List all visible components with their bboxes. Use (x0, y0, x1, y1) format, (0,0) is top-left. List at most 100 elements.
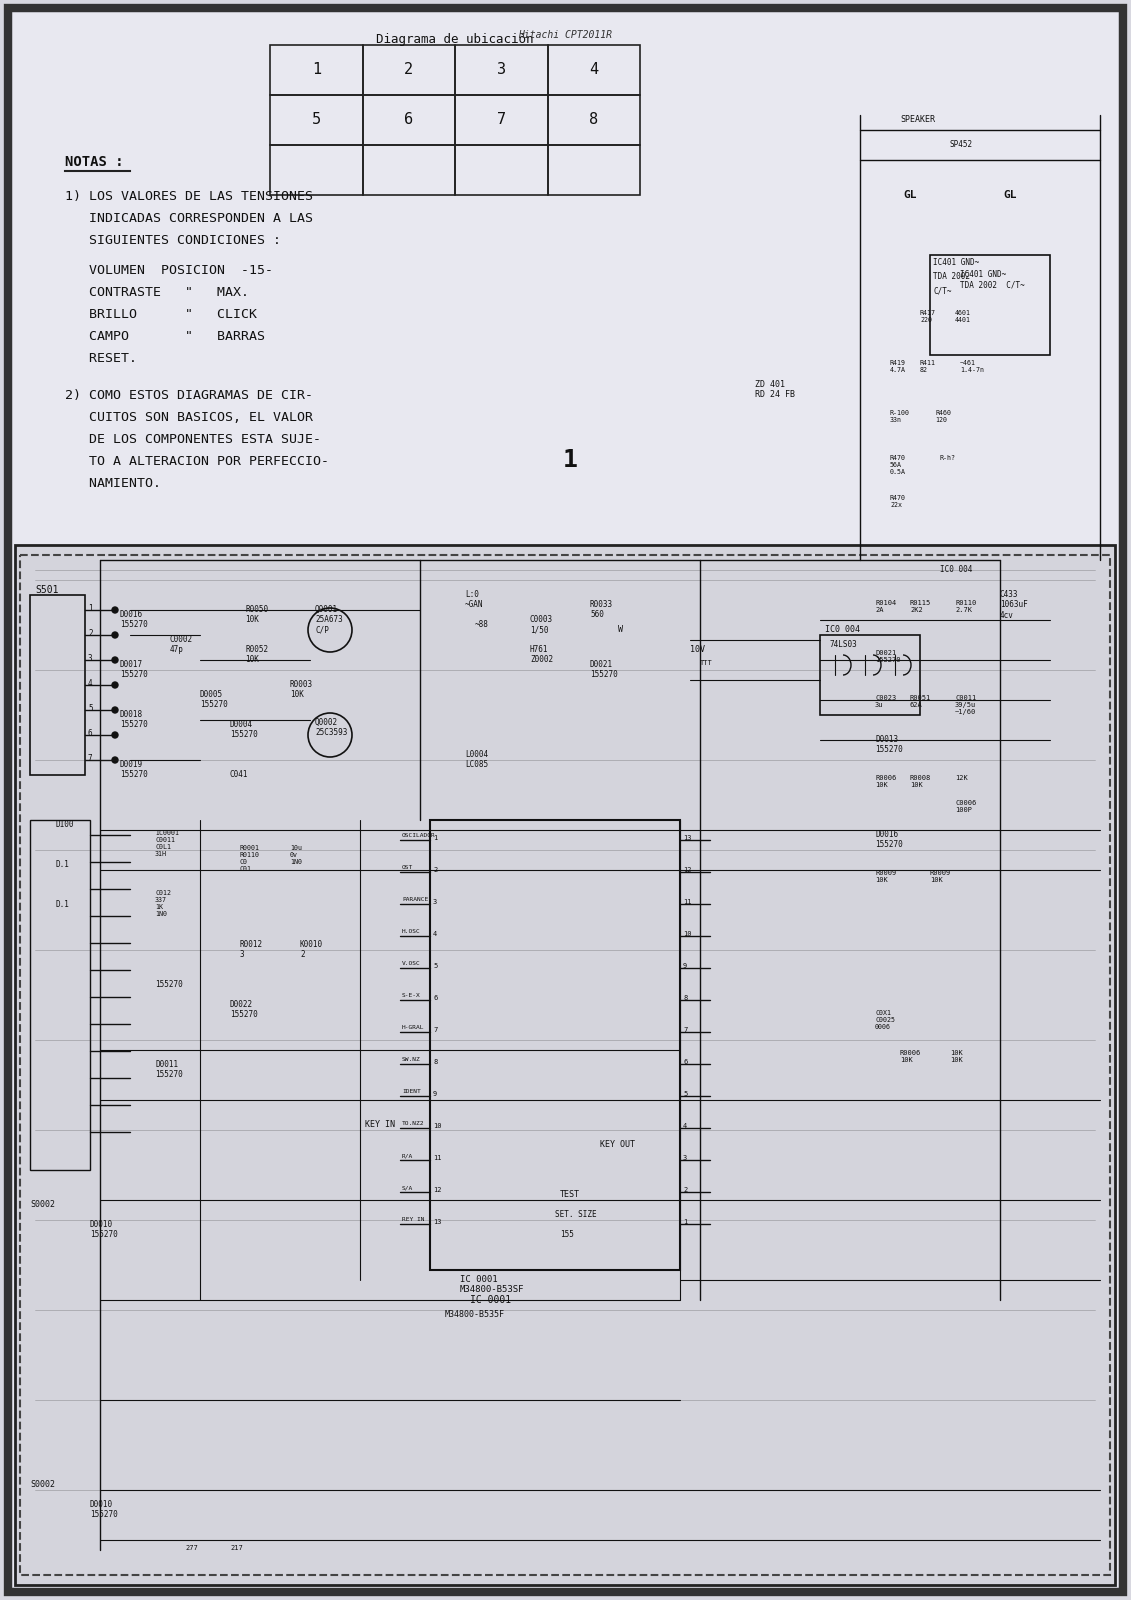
Text: 6: 6 (88, 730, 93, 738)
Text: R/A: R/A (402, 1154, 413, 1158)
Bar (31, 595, 85, 774)
Text: GL: GL (904, 190, 917, 200)
Text: H.OSC: H.OSC (402, 930, 421, 934)
Text: 74LS03: 74LS03 (830, 640, 857, 650)
Text: IC0001
C0011
C0L1
31H: IC0001 C0011 C0L1 31H (155, 830, 179, 858)
Text: C0023
3u: C0023 3u (875, 694, 896, 707)
Bar (363, 45, 455, 94)
Text: 7: 7 (683, 1027, 688, 1034)
Text: 10K
10K: 10K 10K (950, 1050, 962, 1062)
Text: 6: 6 (404, 112, 413, 128)
Text: C0003
1/50: C0003 1/50 (530, 614, 553, 634)
Text: 5: 5 (88, 704, 93, 714)
Text: 3: 3 (497, 62, 506, 77)
Text: 8: 8 (683, 995, 688, 1002)
Text: SP452: SP452 (950, 141, 973, 149)
Text: D0019
155270: D0019 155270 (120, 760, 148, 779)
Text: 9: 9 (683, 963, 688, 970)
Text: R-h?: R-h? (940, 454, 956, 461)
Text: 7: 7 (88, 754, 93, 763)
Text: D.1: D.1 (55, 861, 69, 869)
Text: 1: 1 (433, 835, 438, 842)
Text: C0011
39/5u
~1/60: C0011 39/5u ~1/60 (955, 694, 976, 715)
Text: R0003
10K: R0003 10K (290, 680, 313, 699)
Text: R0009
10K: R0009 10K (930, 870, 951, 883)
Text: 4: 4 (589, 62, 598, 77)
Text: 1) LOS VALORES DE LAS TENSIONES: 1) LOS VALORES DE LAS TENSIONES (64, 190, 313, 203)
Text: NOTAS :: NOTAS : (64, 155, 123, 170)
Circle shape (112, 733, 118, 738)
Text: C/T~: C/T~ (933, 286, 951, 294)
Text: R0052
10K: R0052 10K (245, 645, 268, 664)
Text: C0006
100P: C0006 100P (955, 800, 976, 813)
Text: 6: 6 (683, 1059, 688, 1066)
Text: SIGUIENTES CONDICIONES :: SIGUIENTES CONDICIONES : (64, 234, 280, 246)
Text: C041: C041 (230, 770, 249, 779)
Text: 9: 9 (433, 1091, 438, 1098)
Text: OSCILADOR: OSCILADOR (402, 834, 435, 838)
Text: 11: 11 (683, 899, 691, 906)
Text: R0110
2.7K: R0110 2.7K (955, 600, 976, 613)
Bar (15, 546, 1115, 1586)
Text: R419
4.7A: R419 4.7A (890, 360, 906, 373)
Text: VOLUMEN  POSICION  -15-: VOLUMEN POSICION -15- (64, 264, 273, 277)
Text: R0050
10K: R0050 10K (245, 605, 268, 624)
Text: 10: 10 (683, 931, 691, 938)
Text: KEY OUT: KEY OUT (601, 1139, 634, 1149)
Text: NAMIENTO.: NAMIENTO. (64, 477, 161, 490)
Text: R-100
33n: R-100 33n (890, 410, 910, 422)
Text: R0104
2A: R0104 2A (875, 600, 896, 613)
Text: IC 0001
M34800-B53SF: IC 0001 M34800-B53SF (460, 1275, 525, 1294)
Text: Q0001
25A673
C/P: Q0001 25A673 C/P (316, 605, 343, 635)
Text: 4: 4 (683, 1123, 688, 1130)
Text: 4601
4401: 4601 4401 (955, 310, 972, 323)
Text: H-GRAL: H-GRAL (402, 1026, 424, 1030)
Text: D0022
155270: D0022 155270 (230, 1000, 258, 1019)
Text: Q0002
25C3593: Q0002 25C3593 (316, 718, 347, 738)
Text: CAMPO       "   BARRAS: CAMPO " BARRAS (64, 330, 265, 342)
Bar (547, 146, 640, 195)
Text: D0016
155270: D0016 155270 (875, 830, 903, 850)
Circle shape (112, 757, 118, 763)
Circle shape (112, 707, 118, 714)
Bar (363, 146, 455, 195)
Text: BRILLO      "   CLICK: BRILLO " CLICK (64, 307, 257, 322)
Text: 8: 8 (589, 112, 598, 128)
Bar (20, 555, 1110, 1574)
Text: R411
82: R411 82 (920, 360, 936, 373)
Text: 7: 7 (433, 1027, 438, 1034)
Bar (363, 94, 455, 146)
Text: 155270: 155270 (155, 979, 183, 989)
Text: PARANCE: PARANCE (402, 898, 429, 902)
Text: SW.NZ: SW.NZ (402, 1058, 421, 1062)
Text: IDENT: IDENT (402, 1090, 421, 1094)
Text: 3: 3 (88, 654, 93, 662)
Text: 5: 5 (312, 112, 321, 128)
Text: Diagrama de ubicación: Diagrama de ubicación (377, 34, 534, 46)
Text: D0005
155270: D0005 155270 (200, 690, 227, 709)
Text: S0002: S0002 (31, 1200, 55, 1210)
Text: 12: 12 (683, 867, 691, 874)
Text: TEST: TEST (560, 1190, 580, 1198)
Text: R417
220: R417 220 (920, 310, 936, 323)
Text: TO.NZ2: TO.NZ2 (402, 1122, 424, 1126)
Text: S0002: S0002 (31, 1480, 55, 1490)
Text: ~88: ~88 (475, 619, 489, 629)
Text: S/A: S/A (402, 1186, 413, 1190)
Text: 7: 7 (497, 112, 506, 128)
Text: W: W (618, 626, 622, 634)
Text: D0010
155270: D0010 155270 (90, 1219, 118, 1240)
Text: IC401 GND~: IC401 GND~ (933, 258, 979, 267)
Text: 13: 13 (433, 1219, 441, 1226)
Text: 1: 1 (312, 62, 321, 77)
Text: 2: 2 (433, 867, 438, 874)
Bar (430, 819, 680, 1270)
Text: DE LOS COMPONENTES ESTA SUJE-: DE LOS COMPONENTES ESTA SUJE- (64, 434, 321, 446)
Text: C0002
47p: C0002 47p (170, 635, 193, 654)
Text: TTT: TTT (700, 659, 713, 666)
Text: C012
337
1K
1N0: C012 337 1K 1N0 (155, 890, 171, 917)
Text: 11: 11 (433, 1155, 441, 1162)
Bar (270, 45, 363, 94)
Text: 4: 4 (433, 931, 438, 938)
Bar (547, 94, 640, 146)
